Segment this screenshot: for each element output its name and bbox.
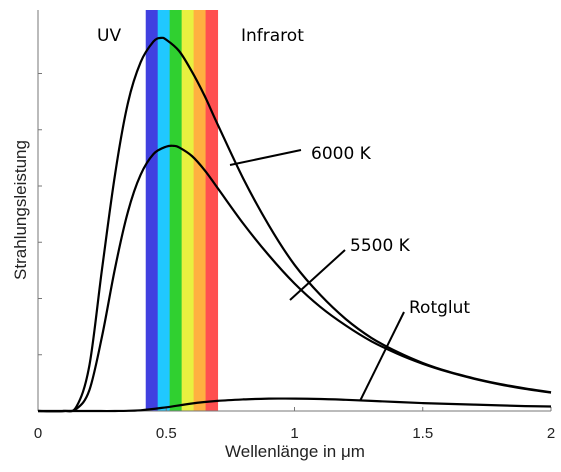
annotation-leaders bbox=[229, 149, 405, 402]
spectrum-stripe-0 bbox=[145, 10, 159, 411]
leader-rotglut bbox=[359, 311, 405, 402]
x-tick-label-4: 2 bbox=[547, 425, 555, 442]
x-axis-title: Wellenlänge in μm bbox=[225, 442, 365, 461]
label-6000k: 6000 K bbox=[311, 144, 372, 164]
spectrum-stripe-4 bbox=[193, 10, 207, 411]
spectrum-stripe-1 bbox=[157, 10, 171, 411]
x-tick-label-3: 1.5 bbox=[412, 425, 433, 442]
annotation-uv: UV bbox=[97, 26, 121, 46]
curves bbox=[37, 36, 552, 413]
spectrum-stripe-3 bbox=[181, 10, 195, 411]
annotation-infrarot: Infrarot bbox=[241, 26, 304, 46]
spectrum-stripe-2 bbox=[169, 10, 183, 411]
y-axis-title: Strahlungsleistung bbox=[11, 140, 30, 280]
x-tick-label-1: 0.5 bbox=[156, 425, 177, 442]
leader-6000k bbox=[229, 149, 302, 166]
y-ticks bbox=[38, 73, 42, 356]
series-line-5500-k bbox=[37, 144, 552, 413]
leader-5500k bbox=[289, 249, 346, 301]
label-5500k: 5500 K bbox=[350, 236, 411, 256]
series-line-6000-k bbox=[37, 36, 552, 413]
label-rotglut: Rotglut bbox=[409, 298, 470, 318]
x-tick-label-0: 0 bbox=[34, 425, 42, 442]
spectrum-stripe-5 bbox=[205, 10, 219, 411]
x-ticks: 0 0.5 1 1.5 2 bbox=[34, 407, 555, 442]
series-line-rotglut bbox=[37, 397, 552, 413]
visible-spectrum-band bbox=[145, 10, 219, 411]
x-tick-label-2: 1 bbox=[290, 425, 298, 442]
